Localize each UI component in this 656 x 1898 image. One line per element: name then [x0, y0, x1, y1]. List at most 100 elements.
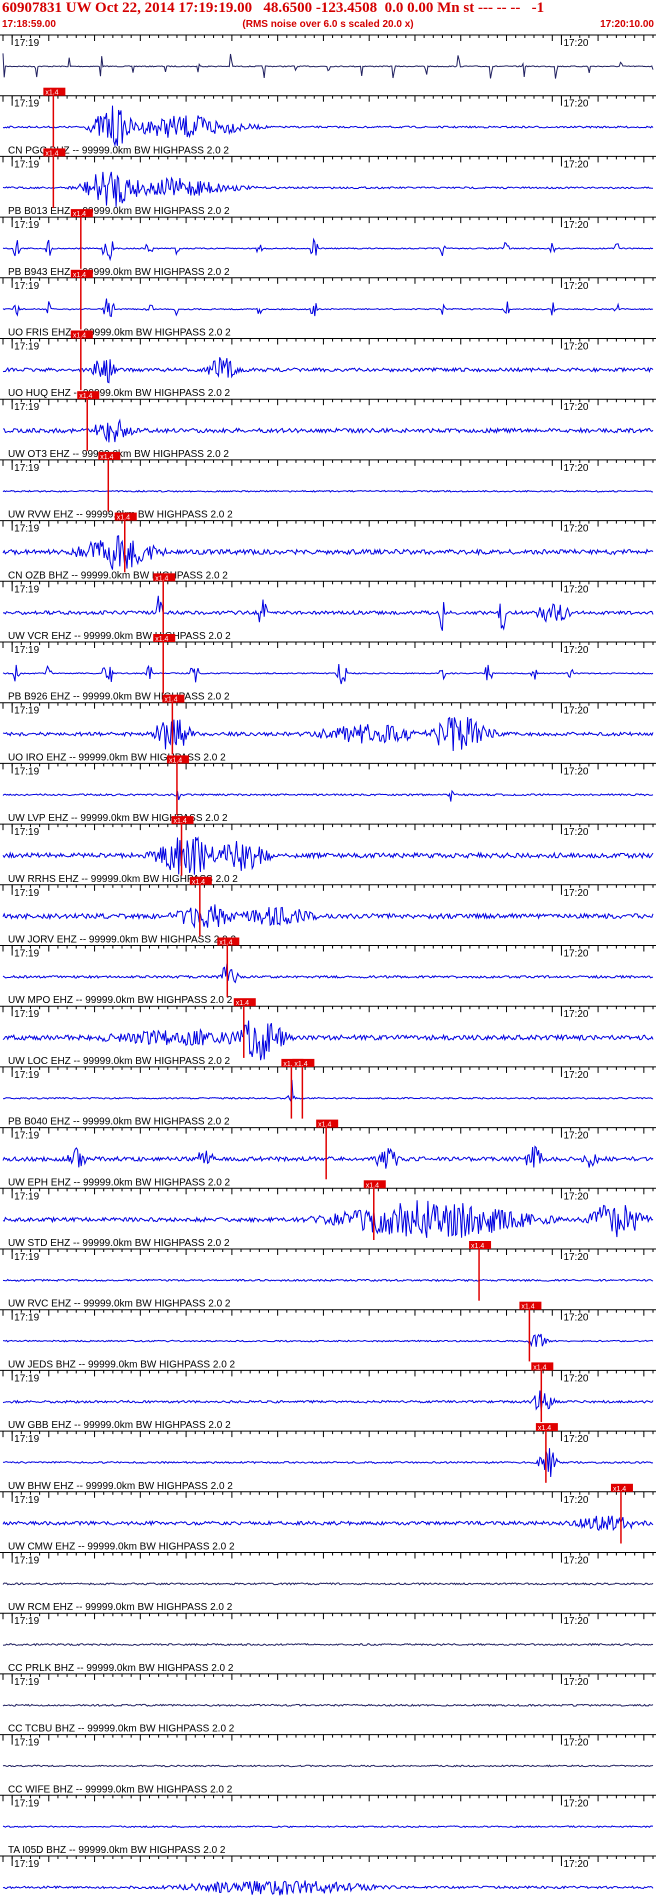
- minute-tick-label: 17:19: [14, 645, 39, 656]
- minute-tick-label: 17:19: [14, 949, 39, 960]
- station-label: UW EPH EHZ -- 99999.0km BW HIGHPASS 2.0 …: [8, 1177, 231, 1188]
- arrival-pick-flag: [171, 816, 194, 825]
- end-time-label: 17:20:10.00: [600, 19, 654, 30]
- minute-tick-label: 17:20: [563, 1070, 588, 1081]
- station-row: 17:19 17:20 UW VCR EHZ -- 99999.0km BW HIG…: [0, 573, 656, 642]
- arrival-pick-flag: [43, 148, 66, 157]
- arrival-pick-label: x1.4: [73, 211, 86, 218]
- waveform-trace: [2, 595, 654, 631]
- waveform-trace: [2, 716, 654, 752]
- station-label: UW LVP EHZ -- 99999.0km BW HIGHPASS 2.0 …: [8, 813, 228, 824]
- arrival-pick-flag: [316, 1119, 339, 1128]
- minute-tick-label: 17:20: [563, 766, 588, 777]
- arrival-pick-flag: [519, 1301, 542, 1310]
- minute-tick-label: 17:19: [14, 1556, 39, 1567]
- arrival-pick-flag: [233, 998, 256, 1007]
- minute-tick-label: 17:20: [563, 1313, 588, 1324]
- station-row: 17:19 17:20 UO HUQ EHZ -- 99999.0km BW HIG…: [0, 330, 656, 399]
- waveform-trace: [2, 1515, 654, 1532]
- waveform-trace: [2, 1333, 654, 1348]
- arrival-pick-label: x1.4: [155, 636, 168, 643]
- arrival-pick-label: x1.4: [192, 879, 205, 886]
- station-label: CC WIFE BHZ -- 99999.0km BW HIGHPASS 2.0…: [8, 1784, 233, 1795]
- station-label: PB B040 EHZ -- 99999.0km BW HIGHPASS 2.0…: [8, 1117, 230, 1128]
- station-row: 17:19 17:20 UW GBB EHZ -- 99999.0km BW HIG…: [0, 1362, 656, 1431]
- station-label: UW CMW EHZ -- 99999.0km BW HIGHPASS 2.0 …: [8, 1542, 235, 1553]
- arrival-pick-flag: [166, 755, 189, 764]
- station-row: 17:19 17:20 PB B926 EHZ -- 99999.0km BW HI…: [0, 634, 656, 703]
- arrival-pick-label: x1.4: [169, 757, 182, 764]
- minute-tick-label: 17:19: [14, 1009, 39, 1020]
- minute-tick-label: 17:19: [14, 281, 39, 292]
- station-label: PB B013 EHZ -- 99999.0km BW HIGHPASS 2.0…: [8, 206, 230, 217]
- minute-tick-label: 17:20: [563, 1434, 588, 1445]
- arrival-pick-label: x1.4: [117, 515, 130, 522]
- waveform-trace: [2, 53, 654, 79]
- station-row: 17:19 17:20 UW MPO EHZ -- 99999.0km BW HIG…: [0, 937, 656, 1006]
- minute-tick-label: 17:19: [14, 1798, 39, 1809]
- event-title: 60907831 UW Oct 22, 2014 17:19:19.00 48.…: [2, 0, 545, 16]
- minute-tick-label: 17:19: [14, 402, 39, 413]
- waveform-trace: [2, 171, 653, 207]
- waveform-trace: [2, 1020, 654, 1061]
- waveform-trace: [2, 1642, 654, 1647]
- minute-tick-label: 17:19: [14, 706, 39, 717]
- minute-tick-label: 17:19: [14, 766, 39, 777]
- arrival-pick-flag: [363, 1180, 386, 1189]
- station-row: 17:19 17:20 UW RCM EHZ -- 99999.0km BW HIG…: [0, 1552, 656, 1613]
- waveform-trace: [2, 1880, 654, 1896]
- minute-tick-label: 17:19: [14, 584, 39, 595]
- arrival-pick-label: x1.4: [521, 1304, 534, 1311]
- minute-tick-label: 17:20: [563, 1252, 588, 1263]
- minute-tick-label: 17:19: [14, 38, 39, 49]
- minute-tick-label: 17:20: [563, 1495, 588, 1506]
- minute-tick-label: 17:20: [563, 220, 588, 231]
- waveform-trace: [2, 963, 654, 984]
- waveform-trace: [2, 1764, 654, 1768]
- minute-tick-label: 17:19: [14, 1495, 39, 1506]
- arrival-pick-label: x1.4: [318, 1122, 331, 1129]
- waveform-trace: [2, 1448, 654, 1478]
- station-row: 17:19 17:20: [0, 34, 656, 79]
- station-label: UW RVC EHZ -- 99999.0km BW HIGHPASS 2.0 …: [8, 1299, 231, 1310]
- arrival-pick-label: x1.4: [294, 1061, 307, 1068]
- station-label: UW RRHS EHZ -- 99999.0km BW HIGHPASS 2.0…: [8, 874, 238, 885]
- waveform-trace: [2, 789, 654, 802]
- station-row: 17:19 17:20 CN OZB BHZ -- 99999.0km BW HIG…: [0, 512, 656, 581]
- station-row: 17:19 17:20 UW JORV EHZ -- 99999.0km BW HI…: [0, 876, 656, 946]
- seismogram-plot: 17:19 17:20 17:19 17:20 CN PGC BHZ -- 99999.…: [0, 34, 656, 1896]
- arrival-pick-label: x1.4: [471, 1243, 484, 1250]
- minute-tick-label: 17:19: [14, 827, 39, 838]
- arrival-pick-flag: [162, 694, 185, 703]
- minute-tick-label: 17:19: [14, 159, 39, 170]
- minute-tick-label: 17:19: [14, 524, 39, 535]
- station-label: UW RCM EHZ -- 99999.0km BW HIGHPASS 2.0 …: [8, 1602, 233, 1613]
- station-row: 17:19 17:20 UW LOC EHZ -- 99999.0km BW HIG…: [0, 998, 656, 1067]
- station-row: 17:19 17:20 PB B943 EHZ -- 99999.0km BW HI…: [0, 209, 656, 278]
- minute-tick-label: 17:20: [563, 1373, 588, 1384]
- arrival-pick-label: x1.4: [155, 575, 168, 582]
- station-row: 17:19 17:20 CN PGC BHZ -- 99999.0km BW HIG…: [0, 87, 656, 156]
- minute-tick-label: 17:19: [14, 1252, 39, 1263]
- arrival-pick-flag: [535, 1423, 558, 1432]
- minute-tick-label: 17:19: [14, 1859, 39, 1870]
- station-row: 17:19 17:20 UW LVP EHZ -- 99999.0km BW HIG…: [0, 755, 656, 824]
- arrival-pick-flag: [114, 512, 137, 521]
- arrival-pick-flag: [610, 1483, 633, 1492]
- waveform-trace: [2, 663, 654, 685]
- arrival-pick-flag: [292, 1058, 315, 1067]
- arrival-pick-label: x1.4: [236, 1000, 249, 1007]
- arrival-pick-flag: [153, 573, 176, 582]
- station-row: 17:19 17:20 UW CMW EHZ -- 99999.0km BW HIG…: [0, 1483, 656, 1553]
- waveform-trace: [2, 237, 654, 262]
- minute-tick-label: 17:20: [563, 949, 588, 960]
- station-row: 17:19 17:20 CC PRLK BHZ -- 99999.0km BW HI…: [0, 1612, 656, 1674]
- minute-tick-label: 17:20: [563, 38, 588, 49]
- waveform-trace: [2, 1825, 654, 1829]
- waveform-trace: [2, 1200, 654, 1238]
- waveform-trace: [2, 836, 654, 875]
- minute-tick-label: 17:19: [14, 1373, 39, 1384]
- station-label: UW VCR EHZ -- 99999.0km BW HIGHPASS 2.0 …: [8, 631, 231, 642]
- minute-tick-label: 17:19: [14, 1434, 39, 1445]
- rms-noise-note: (RMS noise over 6.0 s scaled 20.0 x): [242, 19, 414, 30]
